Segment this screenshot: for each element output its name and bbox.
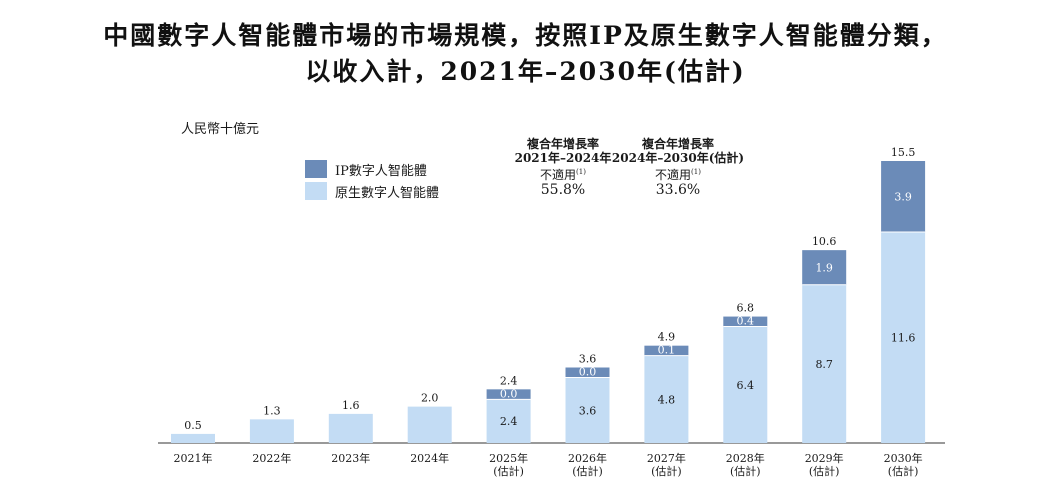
x-tick-label-0-0: 2021年 [174,451,213,465]
data-label-total-4: 2.4 [500,374,518,387]
bar-ip-8 [802,250,847,285]
legend-item-native: 原生數字人智能體 [305,182,440,201]
data-label-native-6: 4.8 [658,393,676,406]
x-tick-label-2-0: 2023年 [331,451,370,465]
x-tick-label-3-0: 2024年 [410,451,449,465]
bar-native-8 [802,284,847,443]
data-label-total-7: 6.8 [737,302,755,315]
data-label-total-3: 2.0 [421,392,439,405]
bar-ip-9 [881,161,926,232]
bar-native-7 [723,326,768,443]
cagr-value-1: 55.8% [540,182,586,198]
y-axis-unit-label: 人民幣十億元 [181,122,260,137]
cagr-block-2021-2024: 複合年增長率 2021年–2024年 不適用(1) 55.8% [508,137,618,199]
x-tick-label-4-1: (估計) [493,464,524,478]
x-tick-label-8-0: 2029年 [805,451,844,465]
data-label-total-1: 1.3 [263,404,281,417]
data-label-native-9: 11.6 [891,331,916,344]
bar-ip-7 [723,316,768,327]
bar-ip-6 [644,345,689,356]
chart-title-line-2: 以收入計，2021年–2030年(估計) [305,57,746,86]
x-tick-label-7-1: (估計) [730,464,761,478]
bar-native-1 [249,419,294,443]
bar-native-5 [565,377,610,443]
x-tick-label-7-0: 2028年 [726,451,765,465]
data-label-ip-4: 0.0 [500,387,518,400]
data-label-total-8: 10.6 [812,235,837,248]
x-tick-label-5-1: (估計) [572,464,603,478]
data-label-ip-6: 0.1 [658,344,676,357]
x-tick-label-4-0: 2025年 [489,451,528,465]
x-tick-label-9-0: 2030年 [884,451,923,465]
bar-native-2 [328,413,373,443]
bar-ip-4 [486,389,531,400]
bar-native-9 [881,231,926,443]
legend-swatch-native [305,182,327,200]
data-label-total-9: 15.5 [891,146,916,159]
bar-native-4 [486,399,531,443]
cagr-header-1: 複合年增長率 [526,137,599,151]
chart-title-line-1: 中國數字人智能體市場的市場規模，按照IP及原生數字人智能體分類， [103,21,948,50]
data-label-native-7: 6.4 [737,379,755,392]
data-label-native-5: 3.6 [579,404,597,417]
x-tick-label-6-0: 2027年 [647,451,686,465]
legend-swatch-ip [305,160,327,178]
cagr-value-2: 33.6% [655,182,701,198]
x-tick-label-1-0: 2022年 [252,451,291,465]
data-label-ip-7: 0.4 [737,315,755,328]
cagr-period-1: 2021年–2024年 [514,151,612,165]
legend-label-ip: IP數字人智能體 [335,163,427,179]
data-label-ip-8: 1.9 [815,261,833,274]
data-label-ip-5: 0.0 [579,366,597,379]
data-label-native-8: 8.7 [815,358,833,371]
legend-label-native: 原生數字人智能體 [335,185,440,201]
data-label-total-0: 0.5 [184,419,202,432]
data-label-total-5: 3.6 [579,353,597,366]
data-label-total-2: 1.6 [342,399,360,412]
cagr-block-2024-2030: 複合年增長率 2024年–2030年(估計) 不適用(1) 33.6% [610,137,746,199]
x-tick-label-5-0: 2026年 [568,451,607,465]
legend-item-ip: IP數字人智能體 [305,160,427,179]
x-tick-label-6-1: (估計) [651,464,682,478]
cagr-header-2: 複合年增長率 [641,137,714,151]
bar-native-3 [407,406,452,443]
data-label-total-6: 4.9 [658,331,676,344]
bar-ip-5 [565,367,610,378]
cagr-note-2: 不適用(1) [655,168,701,182]
data-label-native-4: 2.4 [500,415,518,428]
bar-native-6 [644,355,689,443]
cagr-note-1: 不適用(1) [540,168,586,182]
bar-native-0 [171,433,215,443]
x-tick-label-8-1: (估計) [809,464,840,478]
data-label-ip-9: 3.9 [894,190,912,203]
cagr-period-2: 2024年–2030年(估計) [611,151,745,165]
x-tick-label-9-1: (估計) [888,464,919,478]
